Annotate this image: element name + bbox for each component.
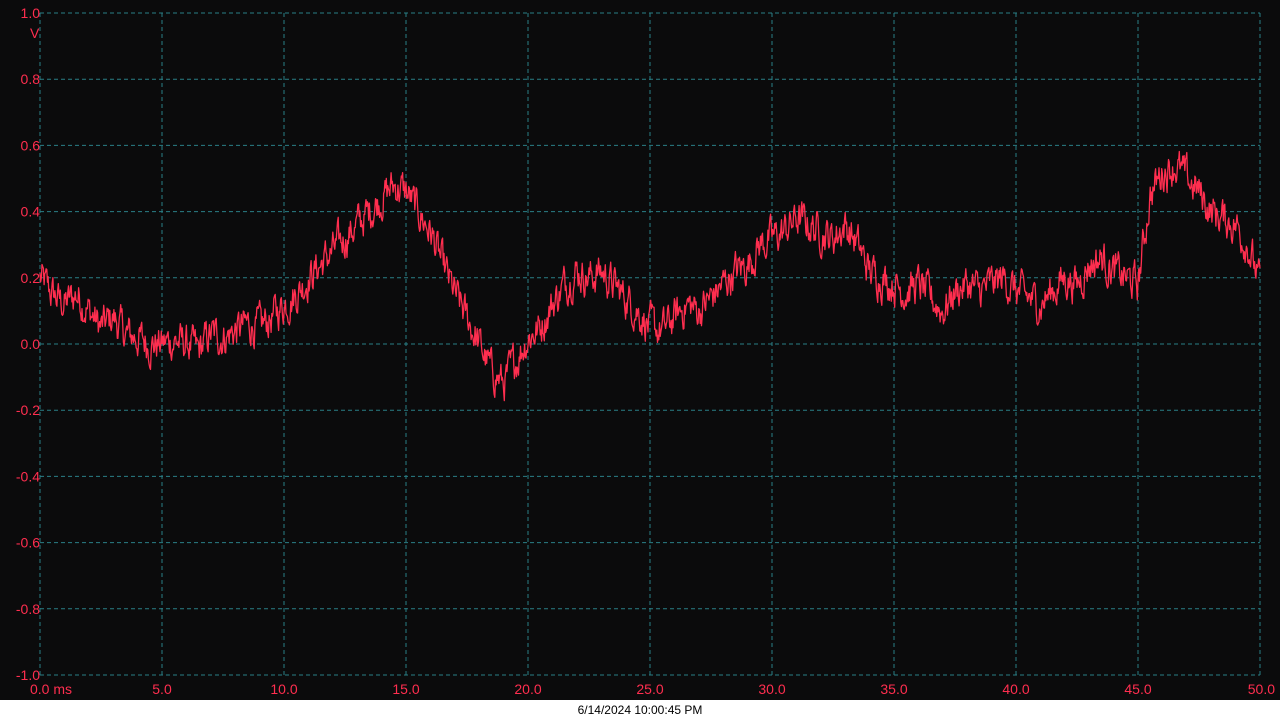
x-tick-label: 35.0 [880, 681, 907, 697]
x-tick-label: 25.0 [636, 681, 663, 697]
y-tick-label: 0.4 [21, 204, 41, 220]
y-tick-label: -0.8 [16, 601, 40, 617]
x-tick-label: 45.0 [1124, 681, 1151, 697]
x-tick-label: 30.0 [758, 681, 785, 697]
y-tick-label: 0.6 [21, 137, 41, 153]
status-bar: 6/14/2024 10:00:45 PM [0, 700, 1280, 720]
y-tick-label: 0.8 [21, 71, 41, 87]
plot-background [0, 0, 1280, 700]
timestamp-label: 6/14/2024 10:00:45 PM [577, 703, 703, 717]
y-tick-label: 1.0 [21, 5, 41, 21]
x-tick-label: 50.0 [1248, 681, 1275, 697]
y-tick-label: -0.4 [16, 468, 40, 484]
x-tick-label: 20.0 [514, 681, 541, 697]
oscilloscope-plot[interactable]: 1.0 0.8 0.6 0.4 0.2 0.0 -0.2 -0.4 -0.6 -0.8 -1.0 V… [0, 0, 1280, 700]
x-tick-label: 5.0 [152, 681, 172, 697]
y-tick-label: -0.6 [16, 535, 40, 551]
y-tick-label: 0.0 [21, 336, 41, 352]
x-tick-label: 40.0 [1002, 681, 1029, 697]
y-tick-label: 0.2 [21, 270, 41, 286]
x-tick-label: 15.0 [392, 681, 419, 697]
y-tick-label: -0.2 [16, 402, 40, 418]
x-tick-label: 0.0 ms [30, 681, 72, 697]
x-axis-tick-labels: 0.0 ms 5.0 10.0 15.0 20.0 25.0 30.0 35.0 40.0 45.… [30, 681, 1275, 697]
y-tick-label: -1.0 [16, 667, 40, 683]
signal-trace [39, 150, 1261, 402]
y-axis-unit-label: V [30, 25, 40, 41]
y-axis-tick-labels: 1.0 0.8 0.6 0.4 0.2 0.0 -0.2 -0.4 -0.6 -0.8 -1.0 [16, 5, 40, 683]
x-tick-label: 10.0 [270, 681, 297, 697]
